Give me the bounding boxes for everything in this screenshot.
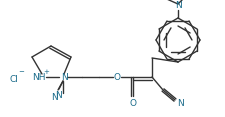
Text: N: N (56, 91, 62, 101)
Text: O: O (113, 73, 121, 82)
Text: Cl: Cl (9, 75, 18, 84)
Text: O: O (130, 99, 137, 108)
Text: N: N (52, 93, 58, 102)
Text: −: − (18, 69, 24, 75)
Text: N: N (61, 73, 67, 82)
Text: NH: NH (32, 73, 46, 82)
Text: N: N (177, 99, 183, 108)
Text: +: + (43, 69, 49, 75)
Text: N: N (175, 2, 181, 11)
